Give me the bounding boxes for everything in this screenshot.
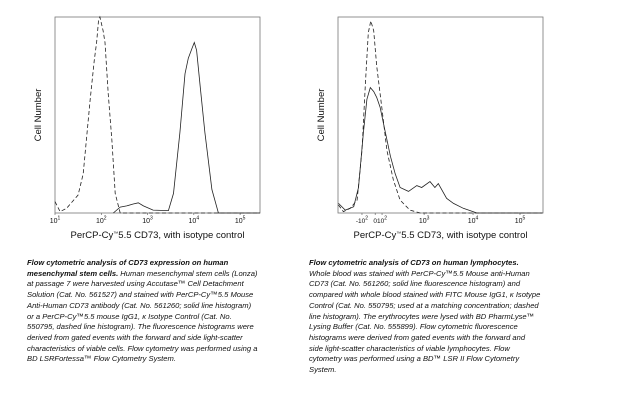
x-tick-exponent: 2 <box>384 216 387 222</box>
x-axis-label: PerCP-Cy™5.5 CD73, with isotype control <box>71 230 245 241</box>
caption-left-body: Human mesenchymal stem cells (Lonza) at … <box>27 268 258 364</box>
x-tick-exponent: 4 <box>196 216 199 222</box>
x-tick-exponent: 5 <box>523 216 526 222</box>
x-tick-exponent: 5 <box>243 216 246 222</box>
series-isotype-control-line <box>338 20 543 214</box>
caption-right-body: Whole blood was stained with PerCP-Cy™5.… <box>309 268 541 375</box>
x-axis-label-part: PerCP-Cy <box>71 230 114 241</box>
x-tick-label: 105 <box>235 216 246 226</box>
series-isotype-control-line <box>54 15 260 214</box>
x-tick-exponent: 3 <box>427 216 430 222</box>
x-tick-exponent: 1 <box>58 216 61 222</box>
x-axis-label: PerCP-Cy™5.5 CD73, with isotype control <box>354 230 528 241</box>
trademark-symbol: ™ <box>396 231 401 237</box>
series-cd73-line <box>113 41 260 214</box>
trademark-symbol: ™ <box>113 231 118 237</box>
x-tick-label: 103 <box>419 216 430 226</box>
series-cd73-line <box>338 86 543 214</box>
histogram-plot-1: 101 102 103 104 105 PerCP-Cy™5.5 CD73, with i… <box>33 15 261 241</box>
x-tick-label: 0 <box>373 218 377 225</box>
x-tick-label: -102 <box>356 216 368 226</box>
x-tick-exponent: 4 <box>476 216 479 222</box>
x-axis-label-part: 5.5 CD73, with isotype control <box>401 230 527 241</box>
x-axis-label-part: PerCP-Cy <box>354 230 397 241</box>
y-axis-label: Cell Number <box>316 89 327 142</box>
caption-left-title: Flow cytometric analysis of CD73 express… <box>27 258 229 278</box>
x-tick-label: 102 <box>96 216 107 226</box>
x-tick-label: 102 <box>377 216 387 226</box>
histogram-plot-2: -102 0 102 103 104 105 PerCP-Cy™5.5 CD73, with… <box>316 16 544 241</box>
x-tick-label: 104 <box>468 216 479 226</box>
x-tick-exponent: 2 <box>104 216 107 222</box>
plot-frame <box>54 16 261 214</box>
caption-right-title: Flow cytometric analysis of CD73 on huma… <box>309 258 519 267</box>
x-tick-label: 104 <box>189 216 200 226</box>
plot-frame <box>337 16 544 214</box>
x-tick-label: 101 <box>50 216 61 226</box>
x-tick-exponent: 2 <box>365 216 368 222</box>
caption-left: Flow cytometric analysis of CD73 express… <box>27 258 259 365</box>
x-tick-exponent: 3 <box>150 216 153 222</box>
x-tick-label: 103 <box>142 216 153 226</box>
y-axis-label: Cell Number <box>33 89 44 142</box>
caption-right: Flow cytometric analysis of CD73 on huma… <box>309 258 541 376</box>
x-tick-label: 105 <box>515 216 526 226</box>
x-axis-label-part: 5.5 CD73, with isotype control <box>118 230 244 241</box>
